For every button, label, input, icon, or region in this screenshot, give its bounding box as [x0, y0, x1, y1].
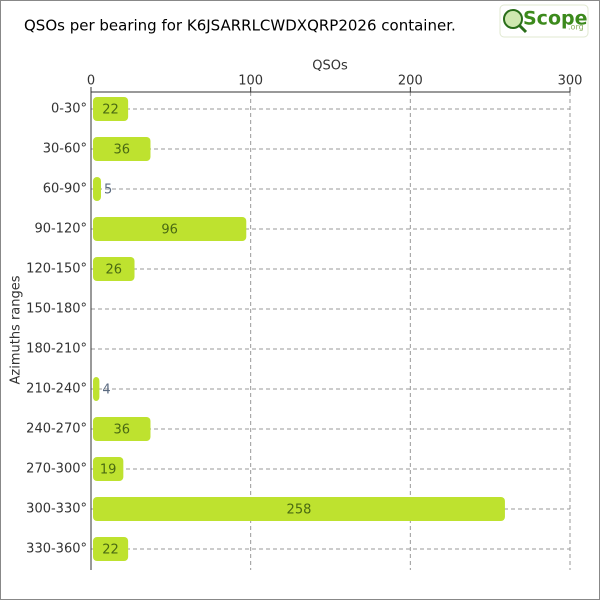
x-tick-label: 0 [87, 74, 95, 89]
data-label: 22 [102, 543, 119, 558]
logo-icon [503, 9, 523, 29]
y-tick-label: 270-300° [26, 462, 87, 477]
y-tick-label: 120-150° [26, 262, 87, 277]
y-tick-label: 330-360° [26, 542, 87, 557]
y-tick-label: 300-330° [26, 502, 87, 517]
bar [93, 537, 129, 561]
bar [93, 497, 505, 521]
y-tick-label: 30-60° [43, 142, 87, 157]
data-label: 4 [102, 383, 110, 398]
bar [93, 137, 151, 161]
x-tick-label: 100 [238, 74, 263, 89]
logo: Scope .org [499, 4, 589, 38]
data-label: 36 [113, 423, 130, 438]
y-tick-label: 60-90° [43, 182, 87, 197]
bar [93, 417, 151, 441]
bar [93, 457, 124, 481]
y-tick-label: 90-120° [34, 222, 87, 237]
logo-icon [517, 23, 528, 34]
logo-suffix: .org [568, 23, 584, 32]
data-label: 5 [104, 183, 112, 198]
y-tick-label: 150-180° [26, 302, 87, 317]
bar [93, 377, 100, 401]
data-label: 36 [113, 143, 130, 158]
y-tick-label: 210-240° [26, 382, 87, 397]
data-label: 19 [100, 463, 117, 478]
logo-text: Scope [523, 8, 588, 30]
bar [93, 257, 135, 281]
x-tick-label: 200 [398, 74, 423, 89]
x-tick-label: 300 [558, 74, 583, 89]
bar [93, 177, 101, 201]
chart-title: QSOs per bearing for K6JSARRLCWDXQRP2026… [24, 17, 456, 35]
y-tick-label: 240-270° [26, 422, 87, 437]
data-label: 96 [161, 223, 178, 238]
data-label: 258 [287, 503, 312, 518]
data-label: 26 [105, 263, 122, 278]
y-axis-label: Azimuths ranges [9, 275, 24, 384]
x-axis-label: QSOs [312, 59, 348, 74]
bar [93, 97, 129, 121]
data-label: 22 [102, 103, 119, 118]
y-tick-label: 0-30° [51, 102, 87, 117]
y-tick-label: 180-210° [26, 342, 87, 357]
bar [93, 217, 247, 241]
